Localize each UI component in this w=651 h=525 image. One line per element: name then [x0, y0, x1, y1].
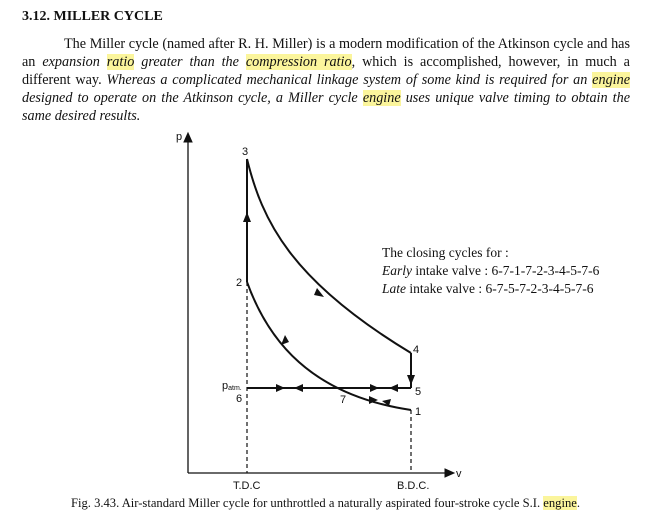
point-6-label: 6 — [236, 393, 242, 405]
note-early: Early intake valve : 6-7-1-7-2-3-4-5-7-6 — [381, 263, 600, 278]
highlight-ratio: ratio — [106, 54, 135, 70]
arrow-up-icon — [243, 212, 251, 222]
x-axis-arrow-icon — [444, 468, 456, 478]
highlight-engine: engine — [362, 90, 401, 106]
highlight-engine: engine — [543, 496, 577, 510]
text: , which is accomplished, however, in muc… — [22, 54, 630, 88]
caption-end: . — [576, 496, 581, 510]
early-text: intake valve : 6-7-1-7-2-3-4-5-7-6 — [412, 263, 600, 278]
x-axis-label: v — [456, 468, 462, 480]
point-1-label: 1 — [415, 406, 421, 418]
arrow-left-icon — [389, 384, 398, 392]
highlight-engine: engine — [592, 72, 630, 88]
patm-label: patm. — [222, 380, 242, 392]
bdc-label: B.D.C. — [397, 480, 429, 492]
point-2-label: 2 — [236, 277, 242, 289]
patm-p: p — [222, 380, 228, 392]
arrow-right-icon — [370, 384, 379, 392]
arrow-left-icon — [294, 384, 303, 392]
process-3-4 — [246, 158, 412, 354]
arrow-right-icon — [276, 384, 285, 392]
section-heading: 3.12. MILLER CYCLE — [22, 9, 163, 24]
arrow-down-icon — [314, 288, 324, 297]
body-paragraph: The Miller cycle (named after R. H. Mill… — [22, 35, 630, 125]
point-3-label: 3 — [242, 146, 248, 158]
note-late: Late intake valve : 6-7-5-7-2-3-4-5-7-6 — [381, 281, 594, 296]
text: The Miller cycle (named after R. H. Mill… — [22, 36, 630, 70]
early-label: Early — [381, 263, 412, 278]
note-title: The closing cycles for : — [382, 245, 509, 260]
late-label: Late — [381, 281, 406, 296]
arrow-down-icon — [407, 375, 415, 385]
direction-arrows — [243, 212, 415, 406]
text-italic: greater than the — [134, 54, 246, 70]
point-7-label: 7 — [340, 394, 346, 406]
caption-text: Fig. 3.43. Air-standard Miller cycle for… — [70, 496, 544, 510]
text-italic: uses unique valve timing to obtain the s… — [22, 90, 631, 124]
process-1-2 — [246, 281, 412, 411]
point-4-label: 4 — [413, 344, 419, 356]
arrow-right-icon — [369, 396, 378, 404]
figure-caption: Fig. 3.43. Air-standard Miller cycle for… — [0, 496, 651, 511]
arrow-left-icon — [382, 399, 391, 406]
text-italic: Whereas a complicated mechanical linkage… — [106, 72, 593, 88]
y-axis-label: p — [176, 131, 182, 143]
y-axis-arrow-icon — [183, 131, 193, 143]
point-5-label: 5 — [415, 386, 421, 398]
highlight-compression-ratio: compression ratio — [245, 54, 352, 70]
late-text: intake valve : 6-7-5-7-2-3-4-5-7-6 — [406, 281, 594, 296]
text-italic: expansion — [42, 54, 107, 70]
arrow-up-left-icon — [281, 335, 289, 345]
patm-subscript: atm. — [228, 385, 242, 392]
text-italic: designed to operate on the Atkinson cycl… — [22, 90, 363, 106]
tdc-label: T.D.C — [233, 480, 261, 492]
